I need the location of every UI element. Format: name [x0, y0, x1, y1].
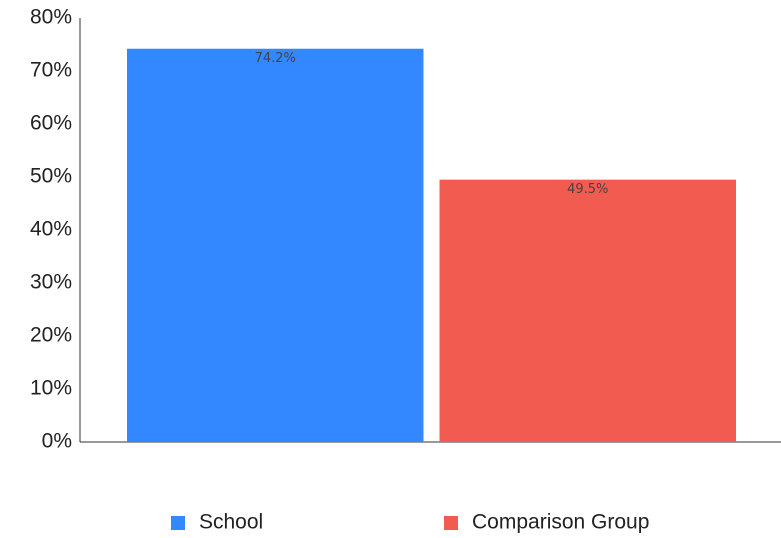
y-tick-label: 40%: [30, 218, 72, 241]
bar: [127, 48, 424, 443]
bar: [439, 179, 736, 442]
legend-label: School: [199, 511, 263, 534]
y-tick-label: 0%: [42, 430, 72, 453]
legend-label: Comparison Group: [472, 511, 649, 534]
y-tick-label: 80%: [30, 6, 72, 29]
y-tick-label: 30%: [30, 271, 72, 294]
y-tick-label: 10%: [30, 377, 72, 400]
legend-swatch: [171, 516, 185, 530]
y-tick-label: 50%: [30, 165, 72, 188]
y-tick-label: 60%: [30, 112, 72, 135]
y-tick-label: 70%: [30, 59, 72, 82]
value-label: 49.5%: [567, 182, 608, 197]
value-label: 74.2%: [255, 51, 296, 66]
legend-swatch: [444, 516, 458, 530]
y-tick-label: 20%: [30, 324, 72, 347]
